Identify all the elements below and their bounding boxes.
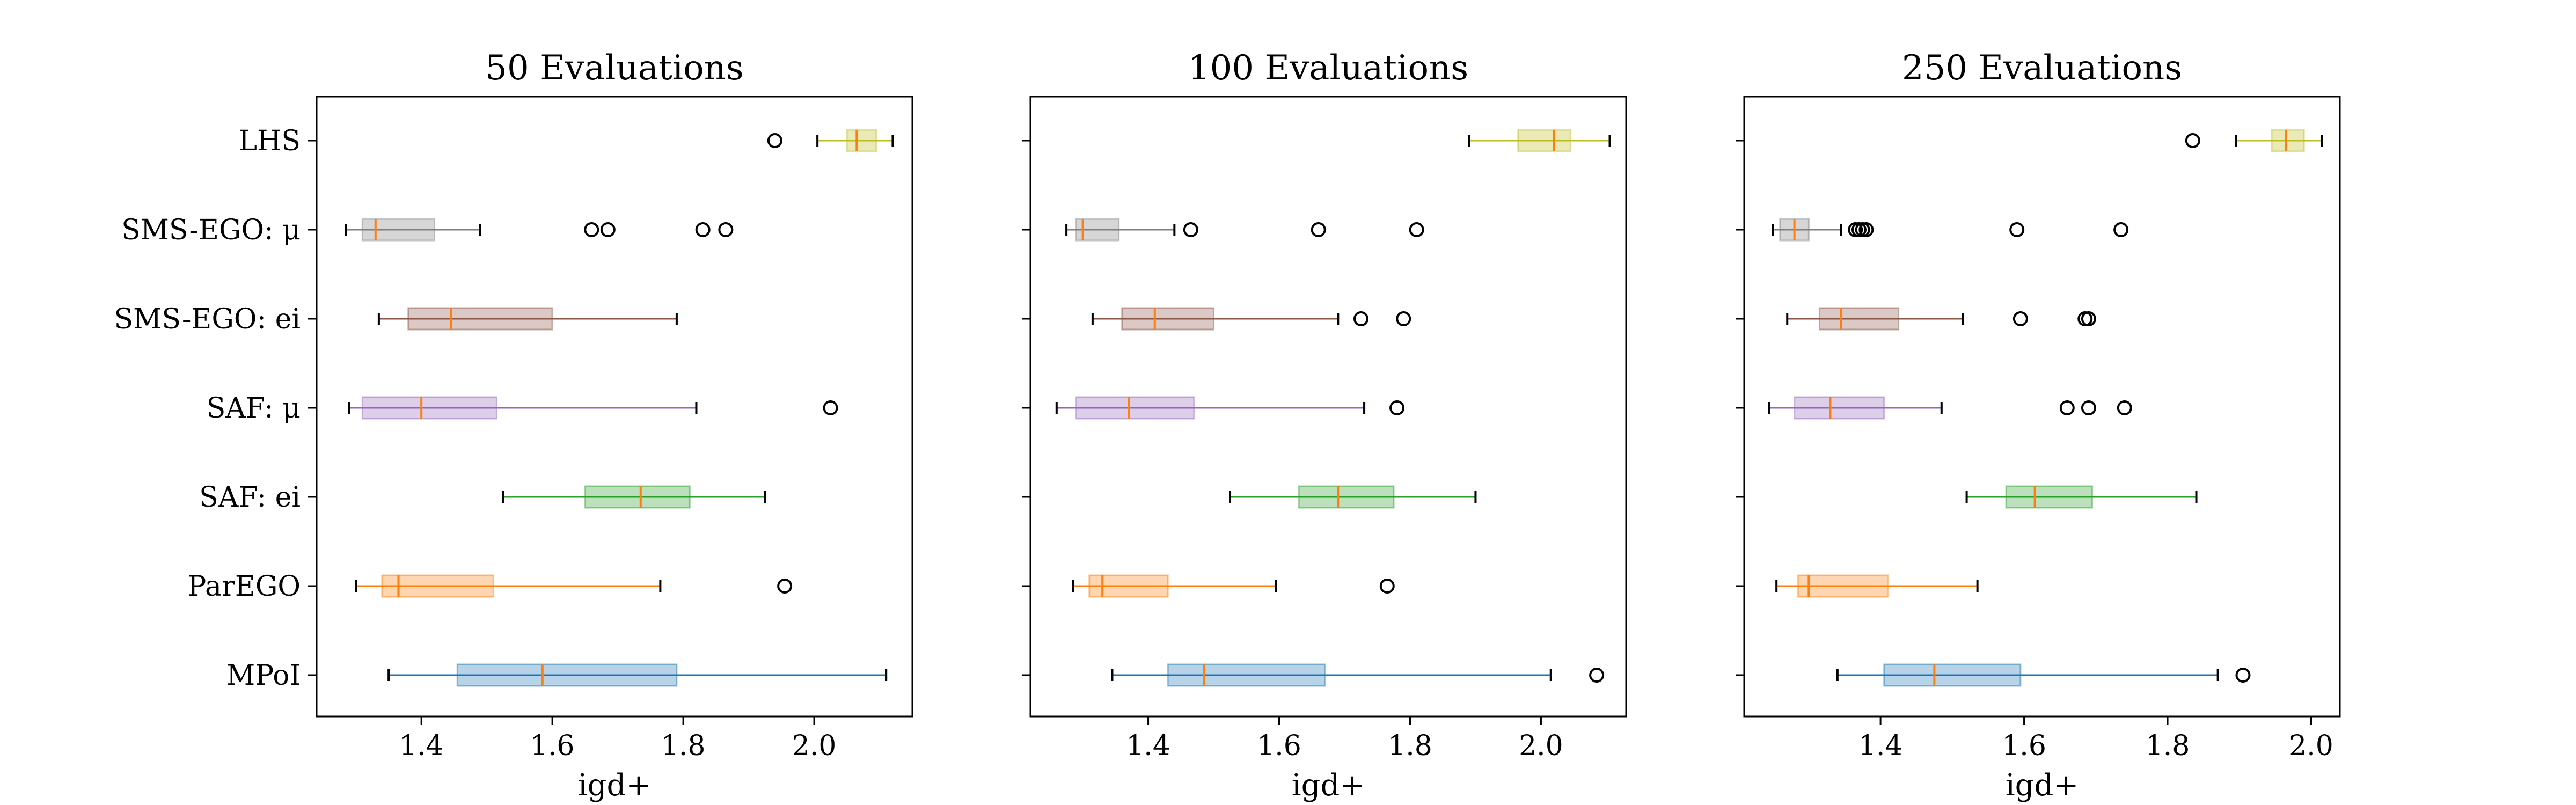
x-axis-label: igd+ bbox=[578, 768, 652, 803]
iqr-box bbox=[1075, 396, 1195, 420]
box-1 bbox=[1065, 218, 1424, 241]
box-6 bbox=[387, 663, 888, 687]
x-axis-label: igd+ bbox=[2006, 768, 2079, 803]
box-4 bbox=[502, 485, 766, 509]
chart-panel-1: 50 Evaluations 1.4 1.6 1.8 2.0 igd+ LHS SMS-EGO… bbox=[114, 48, 913, 803]
chart-panel-2: 100 Evaluations 1.4 1.6 1.8 2.0 igd+ bbox=[1022, 48, 1627, 803]
outlier-point bbox=[1409, 222, 1424, 237]
outlier-point bbox=[600, 222, 616, 237]
outlier-point bbox=[1396, 311, 1411, 326]
box-2 bbox=[1786, 307, 2096, 331]
iqr-box bbox=[2005, 485, 2094, 509]
outlier-point bbox=[718, 222, 734, 237]
y-category-label: SMS-EGO: μ bbox=[121, 214, 301, 246]
box-3 bbox=[1055, 396, 1405, 420]
iqr-box bbox=[1167, 663, 1326, 687]
outlier-point bbox=[2113, 222, 2129, 237]
iqr-box bbox=[1818, 307, 1900, 331]
y-category-label: SAF: ei bbox=[199, 481, 301, 514]
panel-title: 250 Evaluations bbox=[1902, 48, 2182, 88]
plot-frame bbox=[316, 96, 913, 718]
box-1 bbox=[1772, 218, 2129, 241]
box-2 bbox=[377, 307, 678, 331]
iqr-box bbox=[361, 218, 436, 241]
outlier-point bbox=[2009, 222, 2025, 237]
x-tick-label: 1.6 bbox=[1257, 730, 1301, 762]
outlier-point bbox=[823, 400, 838, 415]
outlier-point bbox=[2059, 400, 2075, 415]
outlier-point bbox=[1353, 311, 1368, 326]
iqr-box bbox=[407, 307, 553, 331]
x-tick-label: 1.4 bbox=[399, 730, 444, 762]
iqr-box bbox=[361, 396, 497, 420]
panel-title: 50 Evaluations bbox=[485, 48, 743, 88]
iqr-box bbox=[1794, 396, 1885, 420]
outlier-point bbox=[2012, 311, 2028, 326]
x-tick-label: 1.8 bbox=[2146, 730, 2190, 762]
iqr-box bbox=[1088, 574, 1169, 598]
y-category-label: SAF: μ bbox=[207, 392, 301, 425]
iqr-box bbox=[1797, 574, 1889, 598]
box-3 bbox=[348, 396, 838, 420]
iqr-box bbox=[1517, 129, 1571, 152]
x-tick-label: 2.0 bbox=[792, 730, 837, 762]
iqr-box bbox=[456, 663, 678, 687]
iqr-box bbox=[846, 129, 877, 152]
x-tick-label: 2.0 bbox=[2289, 730, 2333, 762]
chart-panel-3: 250 Evaluations 1.4 1.6 1.8 2.0 igd+ bbox=[1736, 48, 2341, 803]
x-tick-label: 2.0 bbox=[1519, 730, 1563, 762]
outlier-point bbox=[1311, 222, 1326, 237]
box-3 bbox=[1768, 396, 2132, 420]
outlier-point bbox=[2117, 400, 2132, 415]
box-6 bbox=[1111, 663, 1605, 687]
box-5 bbox=[1072, 574, 1395, 598]
box-0 bbox=[767, 129, 894, 152]
plot-frame bbox=[1743, 96, 2341, 718]
iqr-box bbox=[1121, 307, 1215, 331]
plot-frame bbox=[1029, 96, 1627, 718]
box-5 bbox=[1775, 574, 1979, 598]
iqr-box bbox=[381, 574, 494, 598]
outlier-point bbox=[2185, 133, 2200, 148]
outlier-point bbox=[767, 133, 782, 148]
box-5 bbox=[355, 574, 793, 598]
box-2 bbox=[1091, 307, 1411, 331]
x-axis-label: igd+ bbox=[1292, 768, 1365, 803]
box-0 bbox=[1468, 129, 1611, 152]
box-4 bbox=[1229, 485, 1477, 509]
x-tick-label: 1.8 bbox=[1388, 730, 1432, 762]
outlier-point bbox=[1389, 400, 1405, 415]
y-category-label: LHS bbox=[238, 125, 301, 157]
outlier-point bbox=[1858, 222, 1874, 237]
x-tick-label: 1.6 bbox=[530, 730, 575, 762]
x-tick-label: 1.8 bbox=[661, 730, 706, 762]
box-6 bbox=[1836, 663, 2251, 687]
outlier-point bbox=[2081, 311, 2096, 326]
panel-title: 100 Evaluations bbox=[1188, 48, 1468, 88]
iqr-box bbox=[2271, 129, 2305, 152]
outlier-point bbox=[2081, 400, 2096, 415]
box-4 bbox=[1965, 485, 2198, 509]
iqr-box bbox=[1298, 485, 1395, 509]
outlier-point bbox=[2235, 668, 2251, 683]
x-tick-label: 1.4 bbox=[1858, 730, 1903, 762]
outlier-point bbox=[584, 222, 599, 237]
outlier-point bbox=[777, 579, 793, 594]
y-category-label: ParEGO bbox=[187, 570, 301, 603]
iqr-box bbox=[1883, 663, 2022, 687]
outlier-point bbox=[1379, 579, 1395, 594]
y-category-label: SMS-EGO: ei bbox=[114, 303, 301, 335]
y-category-label: MPoI bbox=[226, 660, 301, 692]
outlier-point bbox=[695, 222, 711, 237]
outlier-point bbox=[1183, 222, 1198, 237]
box-0 bbox=[2185, 129, 2323, 152]
x-tick-label: 1.6 bbox=[2002, 730, 2046, 762]
iqr-box bbox=[584, 485, 691, 509]
outlier-point bbox=[1589, 668, 1605, 683]
x-tick-label: 1.4 bbox=[1126, 730, 1170, 762]
box-1 bbox=[345, 218, 734, 241]
